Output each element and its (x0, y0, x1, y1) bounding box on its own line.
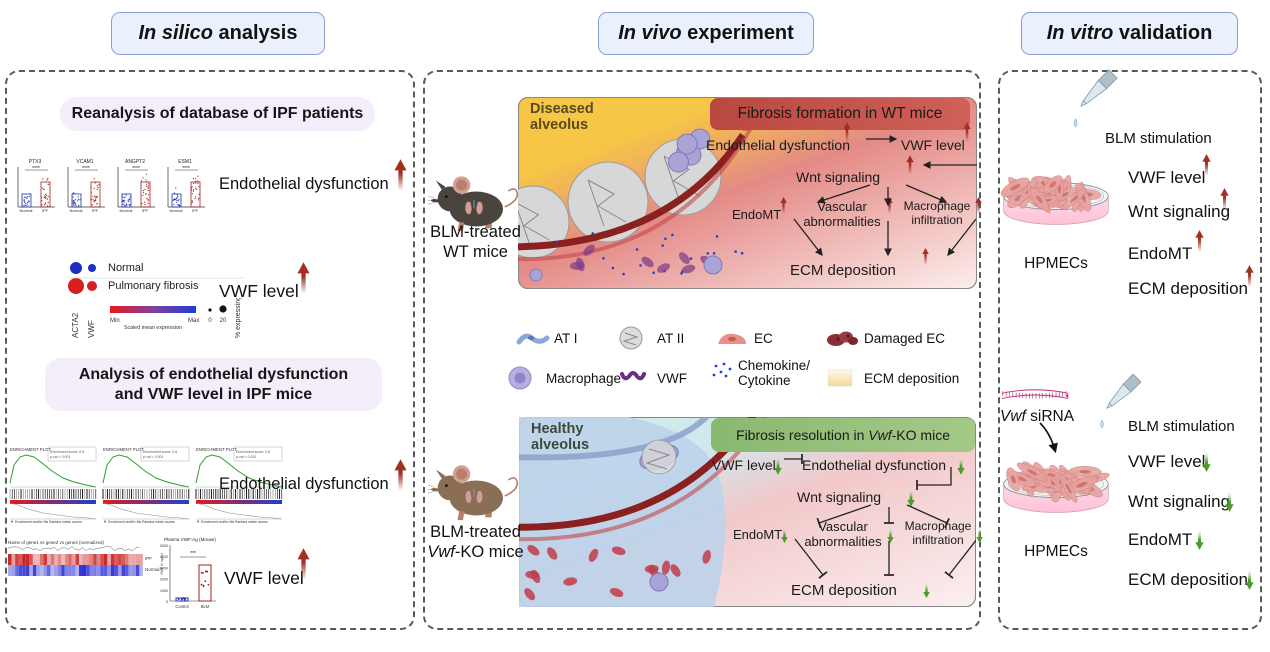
svg-text:Normal: Normal (120, 208, 133, 213)
svg-text:ENRICHMENT PLOT: ENRICHMENT PLOT (10, 447, 51, 452)
svg-text:% expressing: % expressing (235, 298, 242, 338)
svg-text:2000: 2000 (160, 578, 168, 582)
svg-text:IPF: IPF (92, 208, 99, 213)
svg-text:VWF in ng/ml: VWF in ng/ml (160, 553, 164, 575)
svg-text:Enrichment profile Hits Ra: Enrichment profile Hits Ranking metric s… (201, 520, 268, 523)
svg-text:Normal: Normal (20, 208, 33, 213)
svg-text:ENRICHMENT PLOT: ENRICHMENT PLOT (196, 447, 237, 452)
svg-text:Enrichment profile Hits Ra: Enrichment profile Hits Ranking metric s… (108, 520, 175, 523)
svg-text:Enrichment score: 0.5: Enrichment score: 0.5 (236, 450, 270, 454)
svg-text:Name of gene1 vs gene2 vs gene: Name of gene1 vs gene2 vs gene3 (normali… (8, 540, 105, 545)
svg-text:Normal: Normal (108, 262, 143, 274)
svg-text:p-val < 0.001: p-val < 0.001 (143, 455, 163, 459)
svg-text:Scaled mean expression: Scaled mean expression (124, 325, 182, 331)
svg-text:***: *** (190, 551, 196, 557)
svg-text:****: **** (132, 166, 140, 172)
svg-text:****: **** (32, 166, 40, 172)
svg-text:p-val < 0.001: p-val < 0.001 (236, 455, 256, 459)
svg-text:0: 0 (166, 600, 168, 604)
svg-text:p-val < 0.001: p-val < 0.001 (50, 455, 70, 459)
svg-text:Max: Max (188, 318, 199, 324)
svg-text:IPF: IPF (142, 208, 149, 213)
svg-text:0: 0 (208, 318, 212, 324)
svg-text:IPF: IPF (192, 208, 199, 213)
svg-text:VCAM1: VCAM1 (76, 159, 93, 165)
svg-text:****: **** (82, 166, 90, 172)
svg-text:IPF: IPF (42, 208, 49, 213)
svg-text:PTX3: PTX3 (29, 159, 42, 165)
svg-text:ANGPT2: ANGPT2 (125, 159, 145, 165)
svg-text:ESM1: ESM1 (178, 159, 192, 165)
svg-text:BLM: BLM (201, 604, 210, 609)
svg-text:IPF: IPF (145, 556, 152, 561)
svg-text:Normal: Normal (70, 208, 83, 213)
svg-text:Pulmonary fibrosis: Pulmonary fibrosis (108, 280, 199, 292)
svg-text:Plasma VWF:Ag (Mouse): Plasma VWF:Ag (Mouse) (164, 537, 216, 542)
svg-text:20: 20 (220, 318, 227, 324)
svg-text:1000: 1000 (160, 589, 168, 593)
svg-text:ENRICHMENT PLOT: ENRICHMENT PLOT (103, 447, 144, 452)
svg-text:Normal: Normal (170, 208, 183, 213)
svg-text:Min: Min (110, 318, 120, 324)
svg-text:Enrichment profile Hits Ra: Enrichment profile Hits Ranking metric s… (15, 520, 82, 523)
svg-text:Control: Control (175, 604, 188, 609)
svg-text:Enrichment score: 0.5: Enrichment score: 0.5 (50, 450, 84, 454)
svg-text:Enrichment score: 0.5: Enrichment score: 0.5 (143, 450, 177, 454)
svg-text:VWF: VWF (87, 320, 96, 338)
svg-text:ACTA2: ACTA2 (71, 312, 80, 338)
svg-text:****: **** (182, 166, 190, 172)
svg-text:5000: 5000 (160, 544, 168, 548)
